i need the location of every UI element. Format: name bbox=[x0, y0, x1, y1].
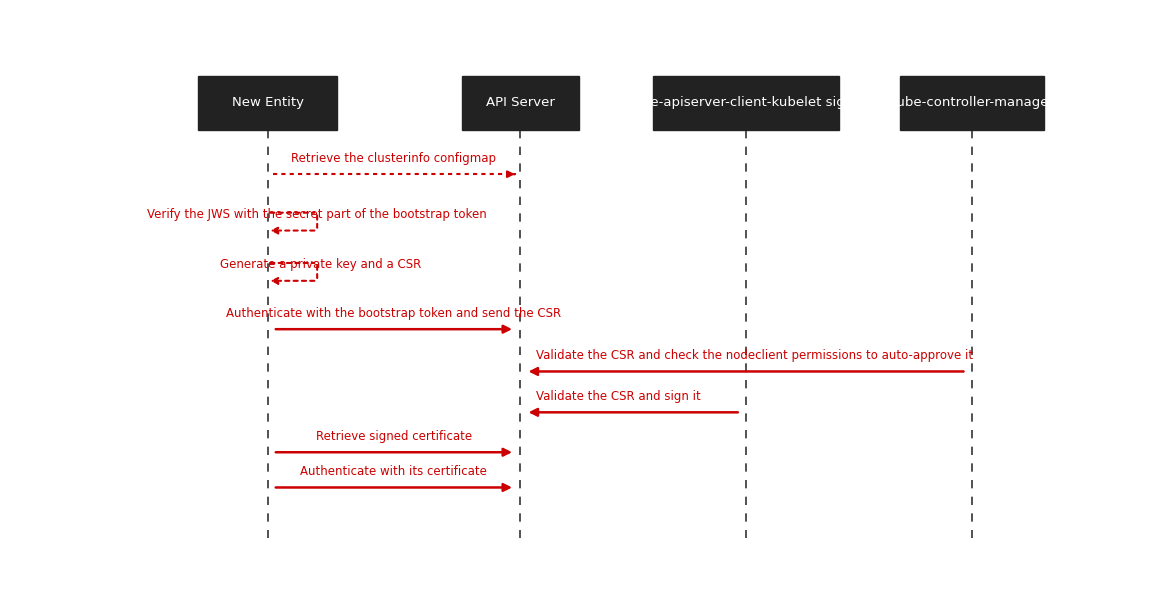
Text: Verify the JWS with the secret part of the bootstrap token: Verify the JWS with the secret part of t… bbox=[148, 208, 487, 221]
Text: Retrieve signed certificate: Retrieve signed certificate bbox=[316, 430, 472, 443]
Text: Validate the CSR and check the nodeclient permissions to auto-approve it: Validate the CSR and check the nodeclien… bbox=[536, 349, 973, 362]
Text: Generate a private key and a CSR: Generate a private key and a CSR bbox=[220, 259, 421, 271]
Bar bbox=[461, 76, 579, 129]
Bar bbox=[899, 76, 1044, 129]
Text: kube-controller-manager: kube-controller-manager bbox=[889, 96, 1054, 109]
Text: Validate the CSR and sign it: Validate the CSR and sign it bbox=[536, 390, 700, 403]
Text: Authenticate with its certificate: Authenticate with its certificate bbox=[301, 465, 487, 478]
Text: New Entity: New Entity bbox=[232, 96, 304, 109]
Text: Authenticate with the bootstrap token and send the CSR: Authenticate with the bootstrap token an… bbox=[226, 307, 562, 320]
Bar bbox=[654, 76, 839, 129]
Text: Retrieve the clusterinfo configmap: Retrieve the clusterinfo configmap bbox=[291, 152, 496, 165]
Bar bbox=[198, 76, 338, 129]
Text: API Server: API Server bbox=[486, 96, 555, 109]
Text: kube-apiserver-client-kubelet signer: kube-apiserver-client-kubelet signer bbox=[626, 96, 867, 109]
